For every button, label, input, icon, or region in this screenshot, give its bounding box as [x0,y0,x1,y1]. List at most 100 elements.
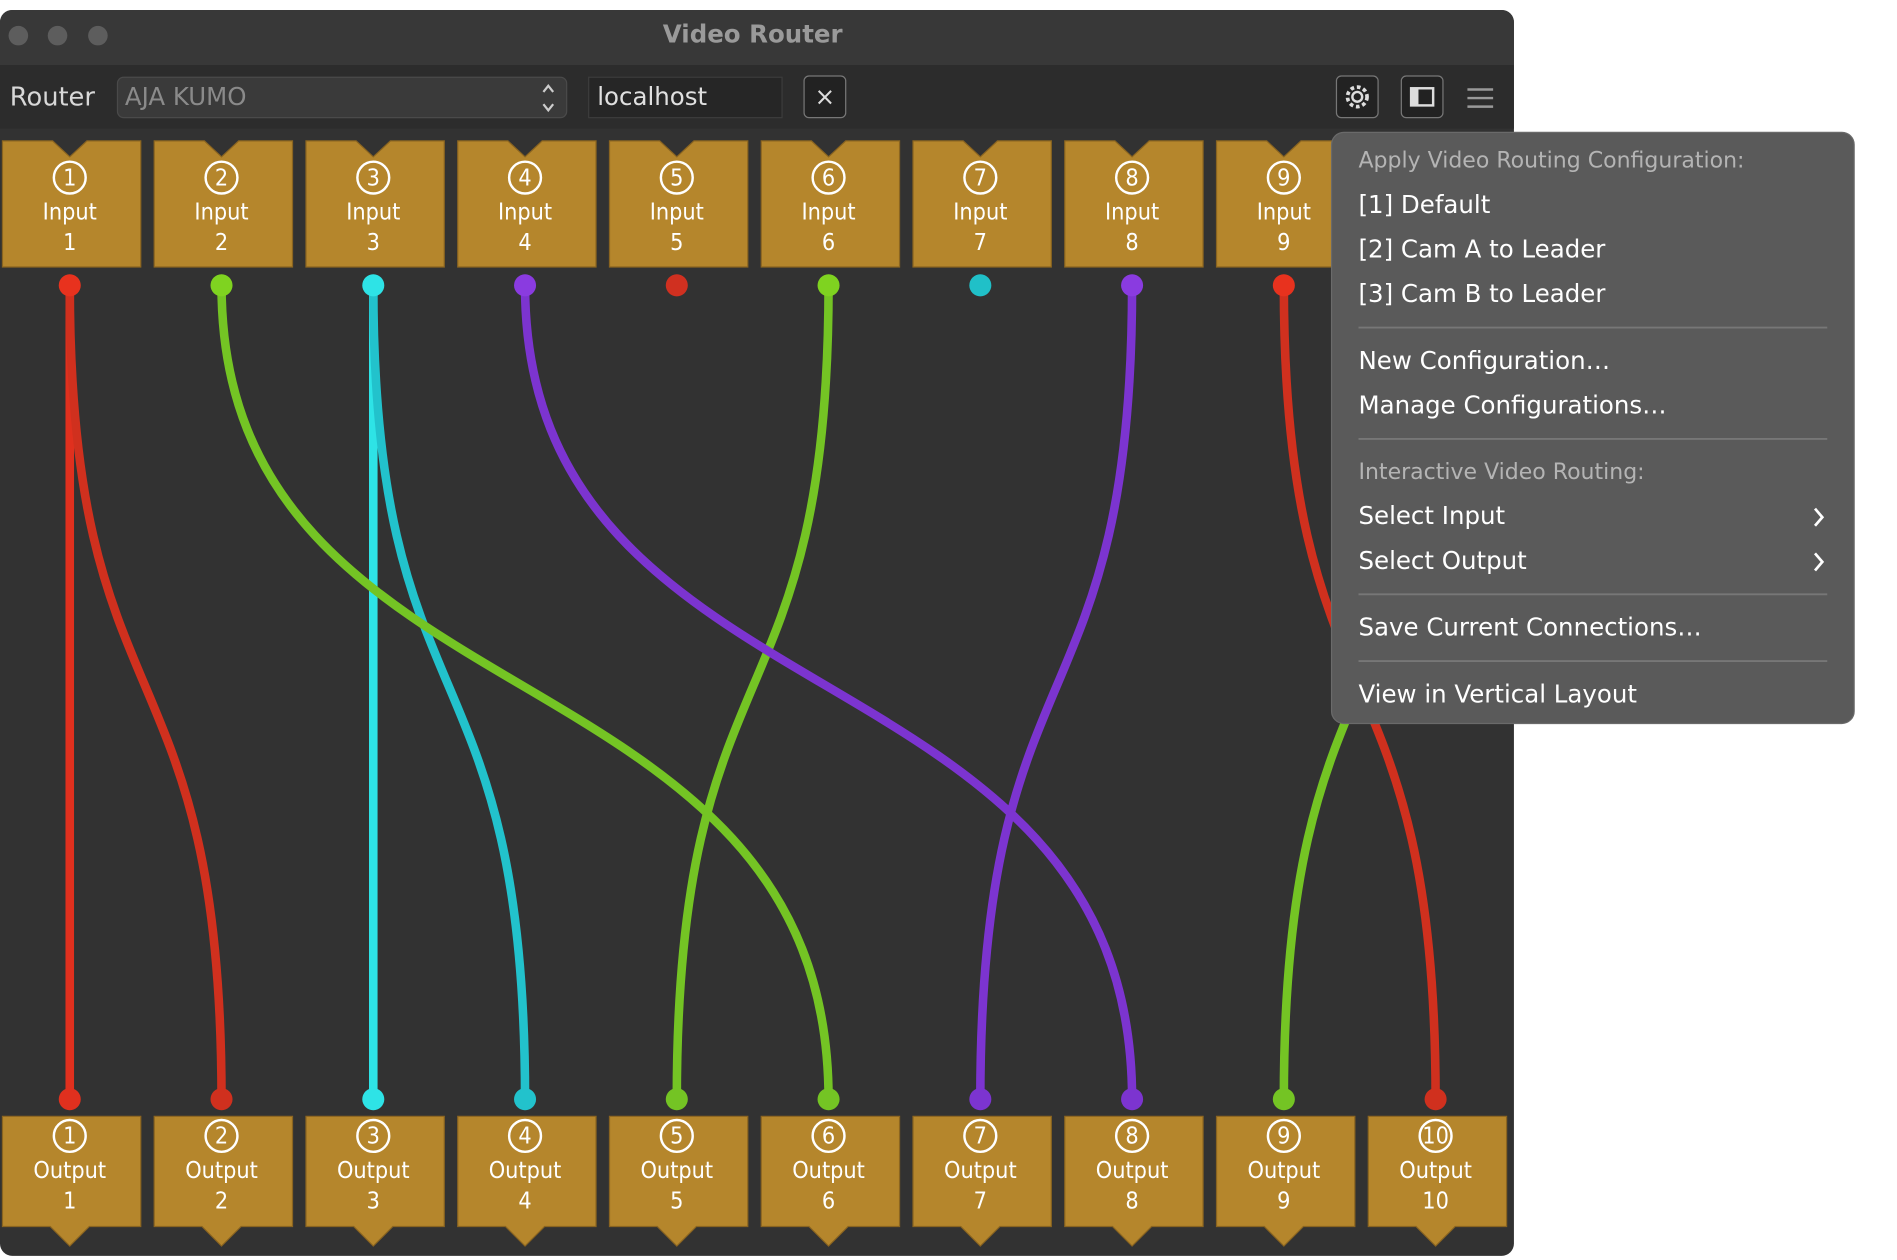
port-number: 10 [1422,1123,1449,1150]
port-index: 4 [518,1187,531,1214]
output-tile [1367,1115,1508,1247]
port-index: 4 [518,229,531,256]
port-number-circle [963,1118,998,1154]
menu-item[interactable]: New Configuration… [1358,346,1610,375]
menu-item[interactable]: Save Current Connections… [1358,613,1701,642]
port-number: 1 [63,1123,76,1150]
menu-background [1330,131,1855,725]
port-number-circle [204,1118,239,1154]
output-tile [1064,1115,1204,1247]
output-port[interactable]: 7 Output 7 [912,1088,1052,1247]
port-number: 7 [974,164,987,191]
menu-item[interactable]: Select Output [1358,546,1527,575]
output-port[interactable]: 1 Output 1 [1,1088,142,1247]
port-number-circle [52,160,87,195]
port-number-circle [659,1118,694,1154]
port-number-circle [811,1118,846,1154]
menu-header: Interactive Video Routing: [1358,460,1644,485]
output-tile [912,1115,1052,1247]
port-label: Input [650,199,704,226]
port-number: 7 [974,1123,987,1150]
port-label: Input [1105,199,1159,226]
output-port[interactable]: 5 Output 5 [608,1088,749,1247]
input-port[interactable]: 2 Input 2 [153,140,294,297]
port-number: 9 [1277,1123,1290,1150]
router-label: Router [10,83,96,113]
menu-item[interactable]: [2] Cam A to Leader [1358,234,1606,263]
port-label: Output [489,1157,562,1184]
sidebar-button[interactable] [1400,75,1444,119]
clear-button[interactable] [803,75,847,119]
input-tile [457,140,597,268]
input-port[interactable]: 3 Input 3 [305,140,445,297]
port-index: 6 [822,229,835,256]
input-port[interactable]: 4 Input 4 [457,140,597,297]
input-tile [912,140,1052,268]
port-number: 6 [822,1123,835,1150]
menu-header: Apply Video Routing Configuration: [1358,149,1744,174]
port-label: Input [498,199,552,226]
port-index: 2 [215,229,228,256]
port-number: 2 [215,164,228,191]
output-dot [817,1088,840,1111]
menu-item[interactable]: [1] Default [1358,190,1490,219]
input-port[interactable]: 5 Input 5 [608,140,749,297]
input-port[interactable]: 8 Input 8 [1064,140,1204,297]
input-port[interactable]: 6 Input 6 [760,140,901,297]
input-port[interactable]: 7 Input 7 [912,140,1052,297]
input-dot [817,274,840,297]
connection [672,285,833,1100]
port-index: 6 [822,1187,835,1214]
clear-icon: × [815,82,836,111]
port-number-circle [659,160,694,195]
output-port[interactable]: 4 Output 4 [457,1088,597,1247]
output-port[interactable]: 8 Output 8 [1064,1088,1204,1247]
connection [520,285,1137,1100]
port-number: 5 [670,1123,683,1150]
zoom-button[interactable] [88,25,108,46]
port-number-circle [1114,1118,1150,1154]
port-label: Output [640,1157,713,1184]
port-label: Input [346,199,400,226]
sidebar-icon-pane [1411,88,1419,106]
input-dot [1121,274,1144,297]
port-number: 4 [518,1123,531,1150]
port-label: Output [185,1157,258,1184]
output-dot [58,1088,81,1111]
input-dot [514,274,537,297]
input-port[interactable]: 1 Input 1 [1,140,142,297]
title-bar [0,9,1514,66]
input-port[interactable]: 9 Input 9 [1215,140,1356,297]
input-tile [1215,140,1356,268]
menu-item[interactable]: View in Vertical Layout [1358,679,1637,708]
menu-button[interactable] [1467,88,1494,108]
port-index: 5 [670,1187,683,1214]
host-field[interactable] [588,76,783,119]
gear-hub [1351,90,1364,103]
port-number-circle [1266,160,1301,195]
output-port[interactable]: 2 Output 2 [153,1088,294,1247]
port-index: 7 [974,229,987,256]
close-button[interactable] [8,25,29,46]
output-port[interactable]: 10 Output 10 [1367,1088,1508,1247]
output-port[interactable]: 6 Output 6 [760,1088,901,1247]
submenu-arrow [1813,507,1825,527]
context-menu: Apply Video Routing Configuration: [1] De… [1330,131,1855,725]
output-port[interactable]: 3 Output 3 [305,1088,445,1247]
input-dot [58,274,81,297]
output-tile [608,1115,749,1247]
router-select[interactable] [116,76,568,119]
menu-item[interactable]: [3] Cam B to Leader [1358,279,1606,308]
port-index: 2 [215,1187,228,1214]
menu-item[interactable]: Select Input [1358,501,1505,530]
host-value: localhost [597,82,707,111]
menu-item[interactable]: Manage Configurations… [1358,390,1666,419]
minimize-button[interactable] [47,25,68,46]
output-port[interactable]: 9 Output 9 [1215,1088,1356,1247]
port-number: 8 [1125,164,1138,191]
output-dot [665,1088,688,1111]
output-dot [514,1088,537,1111]
port-index: 5 [670,229,683,256]
settings-button[interactable] [1335,75,1379,119]
